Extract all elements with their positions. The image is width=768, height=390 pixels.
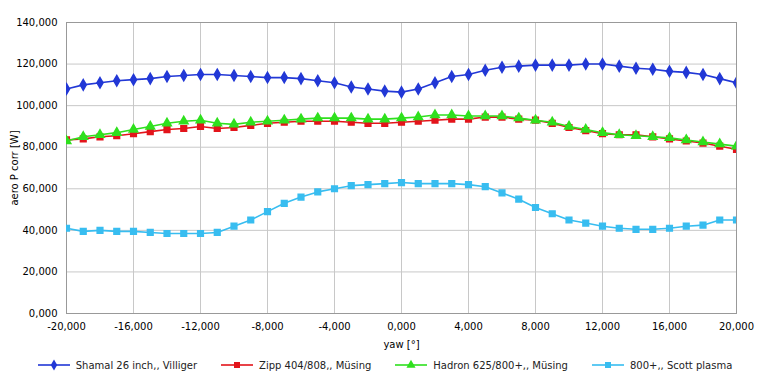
svg-text:-8,000: -8,000 bbox=[251, 321, 283, 332]
svg-text:40,000: 40,000 bbox=[23, 225, 58, 236]
svg-text:8,000: 8,000 bbox=[521, 321, 550, 332]
svg-text:0,000: 0,000 bbox=[387, 321, 416, 332]
svg-text:140,000: 140,000 bbox=[16, 17, 57, 28]
svg-text:100,000: 100,000 bbox=[16, 100, 57, 111]
svg-text:-12,000: -12,000 bbox=[181, 321, 220, 332]
svg-text:aero P corr [W]: aero P corr [W] bbox=[9, 130, 20, 205]
svg-text:-16,000: -16,000 bbox=[114, 321, 153, 332]
html-text:Shamal 26 inch,, Villiger: Shamal 26 inch,, Villiger bbox=[75, 359, 198, 371]
svg-text:20,000: 20,000 bbox=[23, 266, 58, 277]
html-text:Zipp 404/808,, Müsing: Zipp 404/808,, Müsing bbox=[259, 359, 372, 371]
svg-text:yaw [°]: yaw [°] bbox=[383, 339, 419, 350]
svg-text:20,000: 20,000 bbox=[719, 321, 754, 332]
html-text:800+,, Scott plasma: 800+,, Scott plasma bbox=[630, 359, 733, 371]
svg-text:0,000: 0,000 bbox=[29, 308, 58, 319]
svg-text:12,000: 12,000 bbox=[585, 321, 620, 332]
svg-text:-4,000: -4,000 bbox=[318, 321, 350, 332]
svg-text:16,000: 16,000 bbox=[652, 321, 687, 332]
svg-text:4,000: 4,000 bbox=[454, 321, 483, 332]
html-text:Hadron 625/800+,, Müsing: Hadron 625/800+,, Müsing bbox=[433, 359, 568, 371]
svg-text:120,000: 120,000 bbox=[16, 58, 57, 69]
svg-text:-20,000: -20,000 bbox=[47, 321, 86, 332]
svg-text:60,000: 60,000 bbox=[23, 183, 58, 194]
svg-text:80,000: 80,000 bbox=[23, 141, 58, 152]
